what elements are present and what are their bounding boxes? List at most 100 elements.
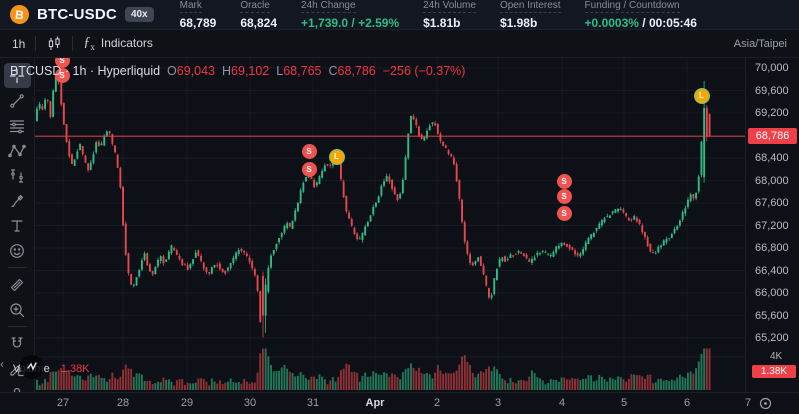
tool-xabcd-pattern[interactable] — [4, 138, 31, 163]
stat-value: 68,824 — [240, 15, 278, 30]
chart-toolbar: 1h ƒx Indicators Asia/Taipei — [0, 30, 799, 58]
time-tick: 3 — [494, 397, 502, 409]
short-fill-marker[interactable]: S — [556, 173, 572, 189]
header-stat: Open Interest $1.98b — [499, 0, 561, 30]
time-tick: 4 — [558, 397, 566, 409]
price-tick: 65,600 — [755, 309, 789, 322]
timezone-button[interactable]: Asia/Taipei — [733, 37, 787, 50]
bitcoin-icon: B — [8, 3, 31, 26]
position-tool-icon — [10, 168, 24, 183]
stat-label: 24h Change — [301, 0, 356, 13]
time-tick: 28 — [116, 397, 130, 409]
header-stat: Oracle 68,824 — [240, 0, 277, 30]
chart-area[interactable]: BTCUSD · 1h · Hyperliquid O69,043 H69,102 L… — [0, 58, 799, 414]
zoom-in-icon — [10, 302, 25, 317]
legend-change: −256 (−0.37%) — [382, 64, 466, 78]
short-fill-marker[interactable]: S — [54, 68, 70, 84]
candlestick-chart — [35, 58, 745, 390]
header-stat: Mark 68,789 — [179, 0, 217, 30]
time-tick: 29 — [180, 397, 194, 409]
indicators-button[interactable]: ƒx Indicators — [83, 35, 153, 52]
ruler-icon — [10, 278, 24, 291]
leverage-badge: 40x — [124, 7, 154, 22]
emoji-icon — [10, 243, 24, 258]
volume-value: 1.38K — [60, 363, 90, 375]
stat-label: Oracle — [240, 0, 270, 13]
market-symbol[interactable]: BTC-USDC — [37, 6, 117, 23]
price-tick: 69,600 — [755, 84, 789, 97]
price-tick: 68,400 — [755, 152, 789, 164]
price-tick: 65,200 — [755, 332, 789, 344]
short-fill-marker[interactable]: S — [54, 58, 70, 68]
candlestick-icon — [49, 36, 61, 50]
pane-collapse-chevron[interactable]: ‹ — [0, 357, 4, 371]
short-fill-marker[interactable]: S — [556, 205, 572, 221]
price-axis[interactable]: 70,000 69,600 69,200 68,400 68,000 67,600 67,2… — [745, 58, 799, 392]
tool-fib-retracement[interactable] — [4, 113, 31, 138]
fx-icon: ƒx — [83, 35, 95, 52]
price-tick: 67,600 — [755, 197, 789, 209]
time-axis[interactable]: 27 28 29 30 31 Apr 2 3 4 5 6 7 — [0, 392, 799, 414]
toolbar-separator — [35, 36, 37, 51]
indicators-label: Indicators — [100, 36, 153, 51]
header-stat: 24h Change +1,739.0 / +2.59% — [301, 0, 399, 30]
stat-value: 68,789 — [179, 15, 217, 30]
short-fill-marker[interactable]: S — [301, 162, 317, 178]
stat-label: Mark — [179, 0, 202, 13]
price-tick: 68,000 — [755, 174, 789, 187]
tool-crosshair[interactable] — [3, 63, 31, 88]
tool-ruler[interactable] — [4, 272, 31, 297]
volume-value-badge: 1.38K — [752, 365, 796, 378]
interval-button[interactable]: 1h — [12, 36, 26, 51]
stat-label: Funding / Countdown — [584, 0, 680, 13]
long-fill-marker[interactable]: L — [328, 148, 345, 165]
tool-magnet[interactable] — [4, 331, 31, 356]
drawing-toolbar — [0, 58, 35, 414]
price-tick: 67,200 — [755, 219, 789, 232]
go-to-realtime-button[interactable] — [758, 396, 773, 414]
tool-emoji[interactable] — [4, 238, 31, 263]
stat-value: +0.0003% / 00:05:46 — [584, 15, 697, 30]
time-tick: 30 — [243, 397, 257, 409]
chart-legend: BTCUSD · 1h · Hyperliquid O69,043 H69,102 L… — [10, 64, 465, 78]
price-tick: 69,200 — [755, 107, 789, 119]
stat-label: Open Interest — [499, 0, 561, 13]
time-tick: 5 — [620, 397, 628, 409]
legend-ohlc: O69,043 H69,102 L68,765 C68,786 — [167, 64, 376, 78]
short-fill-marker[interactable]: S — [556, 189, 572, 205]
stat-value: +1,739.0 / +2.59% — [301, 15, 400, 30]
trend-line-icon — [10, 93, 24, 108]
xabcd-pattern-icon — [8, 144, 26, 157]
header-stat: 24h Volume $1.81b — [423, 0, 476, 30]
price-tick: 66,400 — [755, 264, 789, 277]
tool-zoom-in[interactable] — [4, 297, 31, 322]
long-fill-marker[interactable]: L — [693, 87, 710, 104]
time-tick: 7 — [744, 397, 752, 409]
fib-retracement-icon — [9, 119, 25, 133]
tool-trend-line[interactable] — [4, 88, 31, 113]
header-stats: Mark 68,789 Oracle 68,824 24h Change +1,739.0… — [179, 0, 721, 30]
tool-position-tool[interactable] — [4, 163, 31, 188]
stat-value: $1.98b — [499, 15, 538, 30]
bullseye-icon — [759, 397, 772, 410]
time-tick: 6 — [683, 397, 691, 409]
toolbar-divider — [7, 326, 27, 327]
price-tick: 66,800 — [755, 242, 789, 254]
toolbar-divider — [7, 267, 27, 268]
short-fill-marker[interactable]: S — [301, 143, 317, 159]
tool-text[interactable] — [4, 213, 31, 238]
time-tick: 2 — [433, 397, 441, 409]
price-tick: 66,000 — [755, 287, 789, 299]
time-tick: 27 — [56, 397, 70, 409]
stat-label: 24h Volume — [423, 0, 476, 13]
time-tick: 31 — [306, 397, 320, 409]
tool-brush[interactable] — [4, 188, 31, 213]
candle-style-button[interactable] — [46, 35, 62, 52]
price-tick: 70,000 — [755, 62, 789, 74]
cursor-highlight — [20, 355, 44, 379]
stat-value: $1.81b — [423, 15, 461, 30]
magnet-icon — [11, 336, 23, 348]
last-price-badge: 68,786 — [748, 128, 797, 145]
toolbar-separator — [72, 36, 74, 51]
